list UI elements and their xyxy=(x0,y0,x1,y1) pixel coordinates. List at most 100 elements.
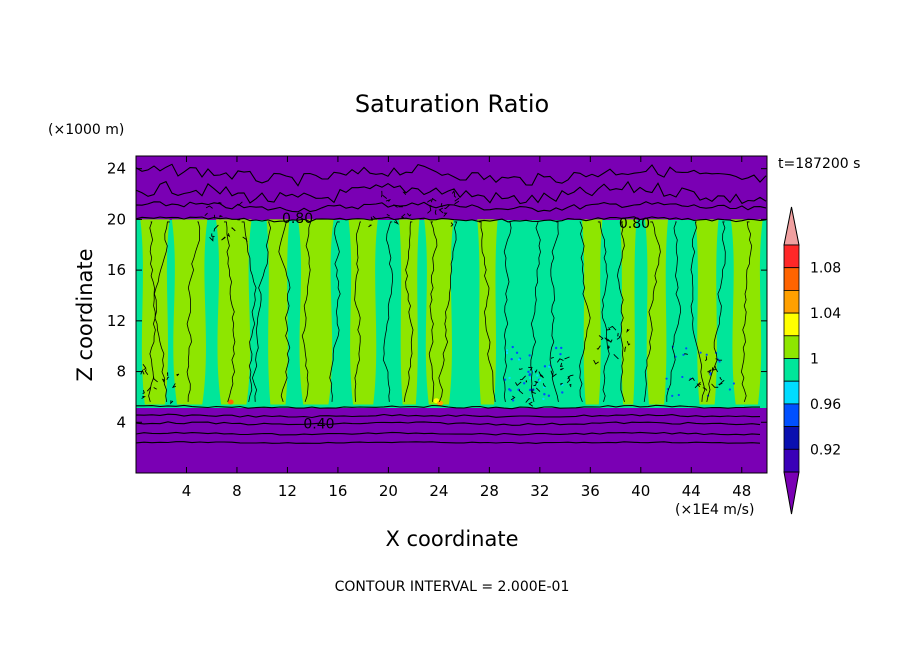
contour-fragment xyxy=(518,389,524,395)
contour-vertical xyxy=(186,221,201,402)
contour-vertical xyxy=(241,221,257,402)
contour-fragment xyxy=(596,345,601,350)
contour-fragment xyxy=(400,213,406,219)
dry-speck xyxy=(732,382,736,385)
dry-speck xyxy=(508,376,511,380)
colorbar-segment xyxy=(783,267,800,291)
contour-fragment xyxy=(616,336,620,340)
contour-fragment xyxy=(715,358,723,361)
column-band-4 xyxy=(266,219,290,405)
contour-upper-3 xyxy=(136,163,767,187)
contour-fragment xyxy=(141,395,146,399)
time-label: t=187200 s xyxy=(778,156,860,172)
contour-fragment xyxy=(218,201,222,204)
contour-fragment xyxy=(450,222,454,227)
contour-vertical xyxy=(706,221,726,402)
contour-fragment xyxy=(525,398,531,403)
contour-vertical xyxy=(382,221,394,402)
contour-fragment xyxy=(704,356,708,362)
dry-speck xyxy=(559,352,562,356)
column-band-13 xyxy=(695,219,719,405)
contour-fragment xyxy=(176,373,180,377)
contour-label-1: 0.40 xyxy=(303,417,334,433)
dry-speck xyxy=(681,375,684,379)
y-tick-label: 12 xyxy=(107,312,126,330)
x-tick-label: 40 xyxy=(631,482,650,500)
colorbar-label: 1.08 xyxy=(810,261,841,277)
x-tick-label: 28 xyxy=(480,482,499,500)
colorbar-label: 1.04 xyxy=(810,306,841,322)
contour-0-40 xyxy=(136,421,761,426)
contour-vertical xyxy=(224,221,236,403)
dry-speck xyxy=(503,378,507,381)
contour-fragment xyxy=(170,400,174,405)
contour-fragment xyxy=(434,209,437,215)
dry-speck xyxy=(538,379,542,382)
dry-speck xyxy=(547,365,551,368)
dry-speck xyxy=(528,354,531,357)
contour-base xyxy=(136,404,760,410)
contour-label-3: 0.80 xyxy=(619,216,650,232)
contour-fragment xyxy=(453,192,457,198)
contour-lines xyxy=(136,163,767,444)
contour-fragment xyxy=(617,332,619,337)
contour-fragment xyxy=(707,369,712,374)
y-axis-ticks: 4 8 12 16 20 24 xyxy=(107,160,767,431)
contour-fragment xyxy=(567,374,574,380)
x-unit-label: (×1E4 m/s) xyxy=(675,502,754,518)
column-band-8 xyxy=(424,219,454,405)
contour-fragment xyxy=(368,224,372,228)
contour-fragment xyxy=(372,215,378,220)
x-tick-label: 4 xyxy=(182,482,192,500)
contour-vertical xyxy=(354,221,361,402)
contour-fragment xyxy=(714,365,719,373)
dry-speck xyxy=(509,389,512,392)
contour-fragment xyxy=(213,224,219,232)
contour-fragment xyxy=(205,205,213,209)
dry-speck xyxy=(699,351,702,354)
contour-lower-3 xyxy=(136,441,761,444)
colorbar-segment xyxy=(783,403,800,427)
contour-fragment xyxy=(550,370,553,375)
chart-title: Saturation Ratio xyxy=(355,90,549,118)
colorbar-segment xyxy=(783,312,800,337)
contour-fragment xyxy=(559,362,563,368)
dry-speck xyxy=(677,393,680,397)
x-axis-title: X coordinate xyxy=(385,527,518,551)
y-axis-title: Z coordinate xyxy=(73,248,97,381)
contour-fragment xyxy=(542,383,546,388)
contour-fragment xyxy=(146,386,152,392)
contour-vertical xyxy=(329,221,341,402)
contour-fragment xyxy=(539,373,544,378)
dry-speck xyxy=(682,353,685,356)
contour-fragment xyxy=(683,353,688,355)
contour-fragment xyxy=(518,368,523,370)
dry-speck xyxy=(554,346,558,350)
dry-speck xyxy=(665,377,668,380)
contour-fragment xyxy=(209,236,214,242)
moist-spot-1 xyxy=(227,399,234,405)
contour-fragment xyxy=(161,378,166,383)
x-tick-label: 48 xyxy=(732,482,751,500)
contour-fragment xyxy=(552,373,557,378)
contour-vertical xyxy=(616,221,625,403)
contour-fragment xyxy=(427,199,432,203)
dry-speck xyxy=(505,349,509,352)
contour-fragment xyxy=(429,204,433,208)
colorbar-label: 1 xyxy=(810,352,819,368)
colorbar-bottom-arrow xyxy=(783,471,800,515)
contour-fragment xyxy=(688,377,695,381)
contour-vertical xyxy=(502,221,512,402)
colorbar-segment xyxy=(783,448,800,473)
dry-speck xyxy=(547,394,551,397)
contour-fragment xyxy=(626,340,631,346)
contour-fragment xyxy=(533,382,537,387)
contour-fragment xyxy=(551,356,554,359)
dry-speck xyxy=(517,358,521,361)
contour-lower-2 xyxy=(136,431,761,436)
column-band-11 xyxy=(619,219,637,405)
contour-vertical xyxy=(251,221,272,402)
contour-fragment xyxy=(454,197,460,202)
dry-speck xyxy=(536,374,539,377)
